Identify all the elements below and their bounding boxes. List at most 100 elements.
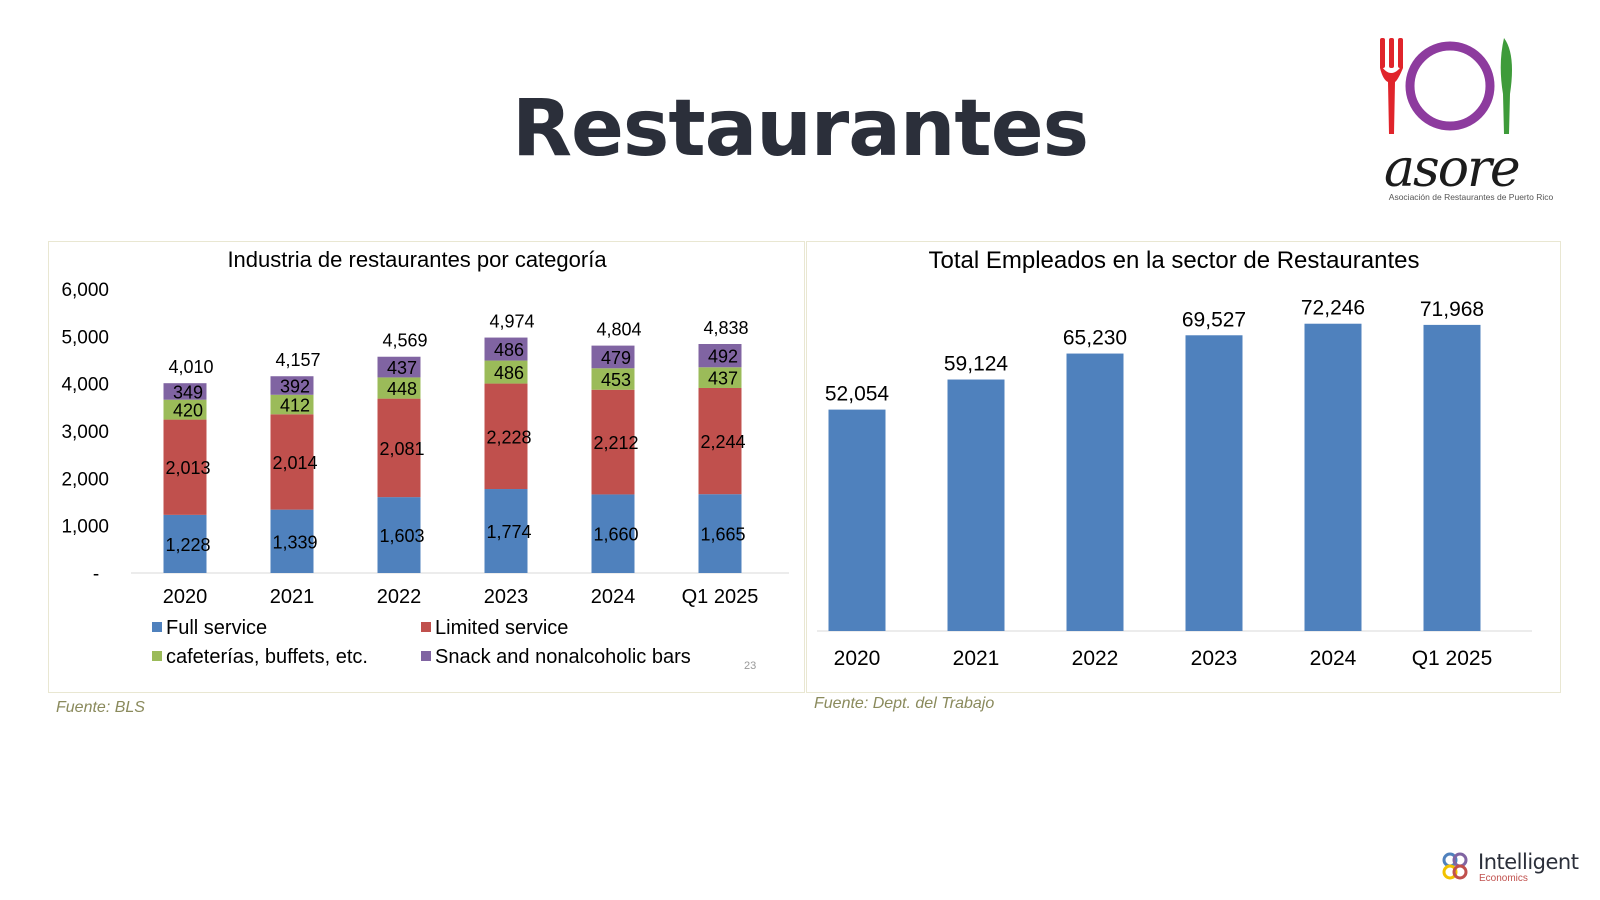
y-tick-label: 6,000 (61, 280, 109, 301)
bar-segment-limited-service (591, 389, 635, 495)
bar-segment-cafeterias (377, 377, 421, 399)
asore-logo: asore (1380, 38, 1521, 199)
employees-chart-panel: Total Empleados en la sector de Restaura… (806, 241, 1561, 693)
bar-segment-cafeterias (270, 394, 314, 415)
legend: Full service Limited service cafeterías,… (152, 617, 691, 668)
legend-swatch-cafeterias (152, 651, 162, 661)
data-label-full-service: 1,339 (272, 532, 317, 552)
bar-segment-cafeterias (163, 399, 207, 420)
data-label-cafeterias: 437 (708, 369, 738, 389)
employees-bar (828, 409, 886, 631)
x-tick-label: 2021 (953, 647, 1000, 670)
y-tick-label: - (93, 564, 99, 585)
data-label-full-service: 1,603 (379, 526, 424, 546)
data-label-snack-bars: 479 (601, 348, 631, 368)
page-number: 23 (744, 660, 757, 672)
x-tick-label: 2024 (591, 586, 636, 608)
bar-segment-full-service (377, 497, 421, 573)
data-label-snack-bars: 492 (708, 347, 738, 367)
data-label-cafeterias: 412 (280, 396, 310, 416)
category-stacked-bar-chart: Industria de restaurantes por categoría … (61, 247, 789, 668)
bar-segment-full-service (591, 494, 635, 573)
chart-title: Total Empleados en la sector de Restaura… (929, 247, 1420, 274)
bar-segment-snack-bars (484, 337, 528, 361)
total-label: 4,157 (275, 350, 320, 370)
employees-bar (947, 379, 1005, 631)
knife-icon (1500, 38, 1512, 134)
x-tick-label: Q1 2025 (682, 586, 759, 608)
page-title: Restaurantes (511, 84, 1089, 174)
data-label-snack-bars: 437 (387, 358, 417, 378)
footer-logo-text: Intelligent (1478, 850, 1579, 874)
y-tick-label: 3,000 (61, 422, 109, 443)
x-tick-label: 2022 (1072, 647, 1119, 670)
bar-segment-snack-bars (377, 356, 421, 378)
total-label: 4,974 (489, 312, 534, 332)
legend-label-limited-service: Limited service (435, 617, 568, 639)
data-label: 59,124 (944, 353, 1009, 376)
legend-swatch-limited-service (421, 622, 431, 632)
footer-logo-sub: Economics (1479, 873, 1528, 884)
x-tick-label: 2024 (1310, 647, 1357, 670)
asore-caption: Asociación de Restaurantes de Puerto Ric… (1388, 192, 1554, 202)
legend-label-snack-bars: Snack and nonalcoholic bars (435, 646, 691, 668)
source-left: Fuente: BLS (56, 699, 145, 716)
bar-segment-snack-bars (163, 383, 207, 400)
y-tick-label: 4,000 (61, 375, 109, 396)
employees-bar (1066, 353, 1124, 631)
legend-label-cafeterias: cafeterías, buffets, etc. (166, 646, 368, 668)
x-tick-label: Q1 2025 (1412, 647, 1493, 670)
bar-segment-snack-bars (591, 345, 635, 369)
data-label: 52,054 (825, 383, 890, 406)
y-tick-label: 1,000 (61, 517, 109, 538)
bar-segment-full-service (270, 509, 314, 573)
data-label-snack-bars: 486 (494, 340, 524, 360)
employees-bar (1185, 335, 1243, 631)
data-label-cafeterias: 486 (494, 363, 524, 383)
asore-wordmark: asore (1384, 139, 1519, 199)
bar-segment-limited-service (484, 383, 528, 490)
y-tick-label: 5,000 (61, 327, 109, 348)
legend-label-full-service: Full service (166, 617, 267, 639)
legend-swatch-snack-bars (421, 651, 431, 661)
data-label: 69,527 (1182, 308, 1246, 331)
employees-bar (1423, 324, 1481, 631)
data-label-limited-service: 2,013 (165, 458, 210, 478)
data-label-full-service: 1,665 (700, 525, 745, 545)
plate-icon (1405, 41, 1495, 131)
bar-segment-limited-service (698, 387, 742, 495)
data-label-full-service: 1,774 (486, 522, 531, 542)
bar-segment-limited-service (377, 398, 421, 498)
total-label: 4,838 (703, 318, 748, 338)
data-label-limited-service: 2,244 (700, 432, 745, 452)
bar-segment-full-service (163, 514, 207, 573)
data-label: 71,968 (1420, 298, 1484, 321)
data-label-limited-service: 2,081 (379, 439, 424, 459)
data-label-snack-bars: 392 (280, 377, 310, 397)
x-tick-label: 2023 (484, 586, 529, 608)
data-label-limited-service: 2,228 (486, 427, 531, 447)
employees-bar-chart: Total Empleados en la sector de Restaura… (817, 247, 1532, 670)
y-tick-label: 2,000 (61, 469, 109, 490)
category-chart-panel: Industria de restaurantes por categoría … (48, 241, 805, 693)
total-label: 4,569 (382, 331, 427, 351)
total-label: 4,010 (168, 357, 213, 377)
bar-segment-snack-bars (270, 376, 314, 395)
bar-segment-limited-service (163, 419, 207, 515)
x-tick-label: 2020 (834, 647, 881, 670)
x-tick-label: 2021 (270, 586, 315, 608)
total-label: 4,804 (596, 320, 641, 340)
bar-segment-cafeterias (484, 360, 528, 384)
bar-segment-snack-bars (698, 344, 742, 368)
bar-segment-full-service (484, 489, 528, 573)
x-tick-label: 2022 (377, 586, 422, 608)
intelligent-economics-logo-icon (1442, 852, 1468, 880)
data-label-limited-service: 2,212 (593, 433, 638, 453)
bar-segment-limited-service (270, 414, 314, 510)
bar-segment-cafeterias (591, 368, 635, 390)
data-label-limited-service: 2,014 (272, 453, 317, 473)
employees-bar (1304, 323, 1362, 631)
data-label: 72,246 (1301, 297, 1365, 320)
data-label: 65,230 (1063, 327, 1127, 350)
data-label-full-service: 1,228 (165, 535, 210, 555)
